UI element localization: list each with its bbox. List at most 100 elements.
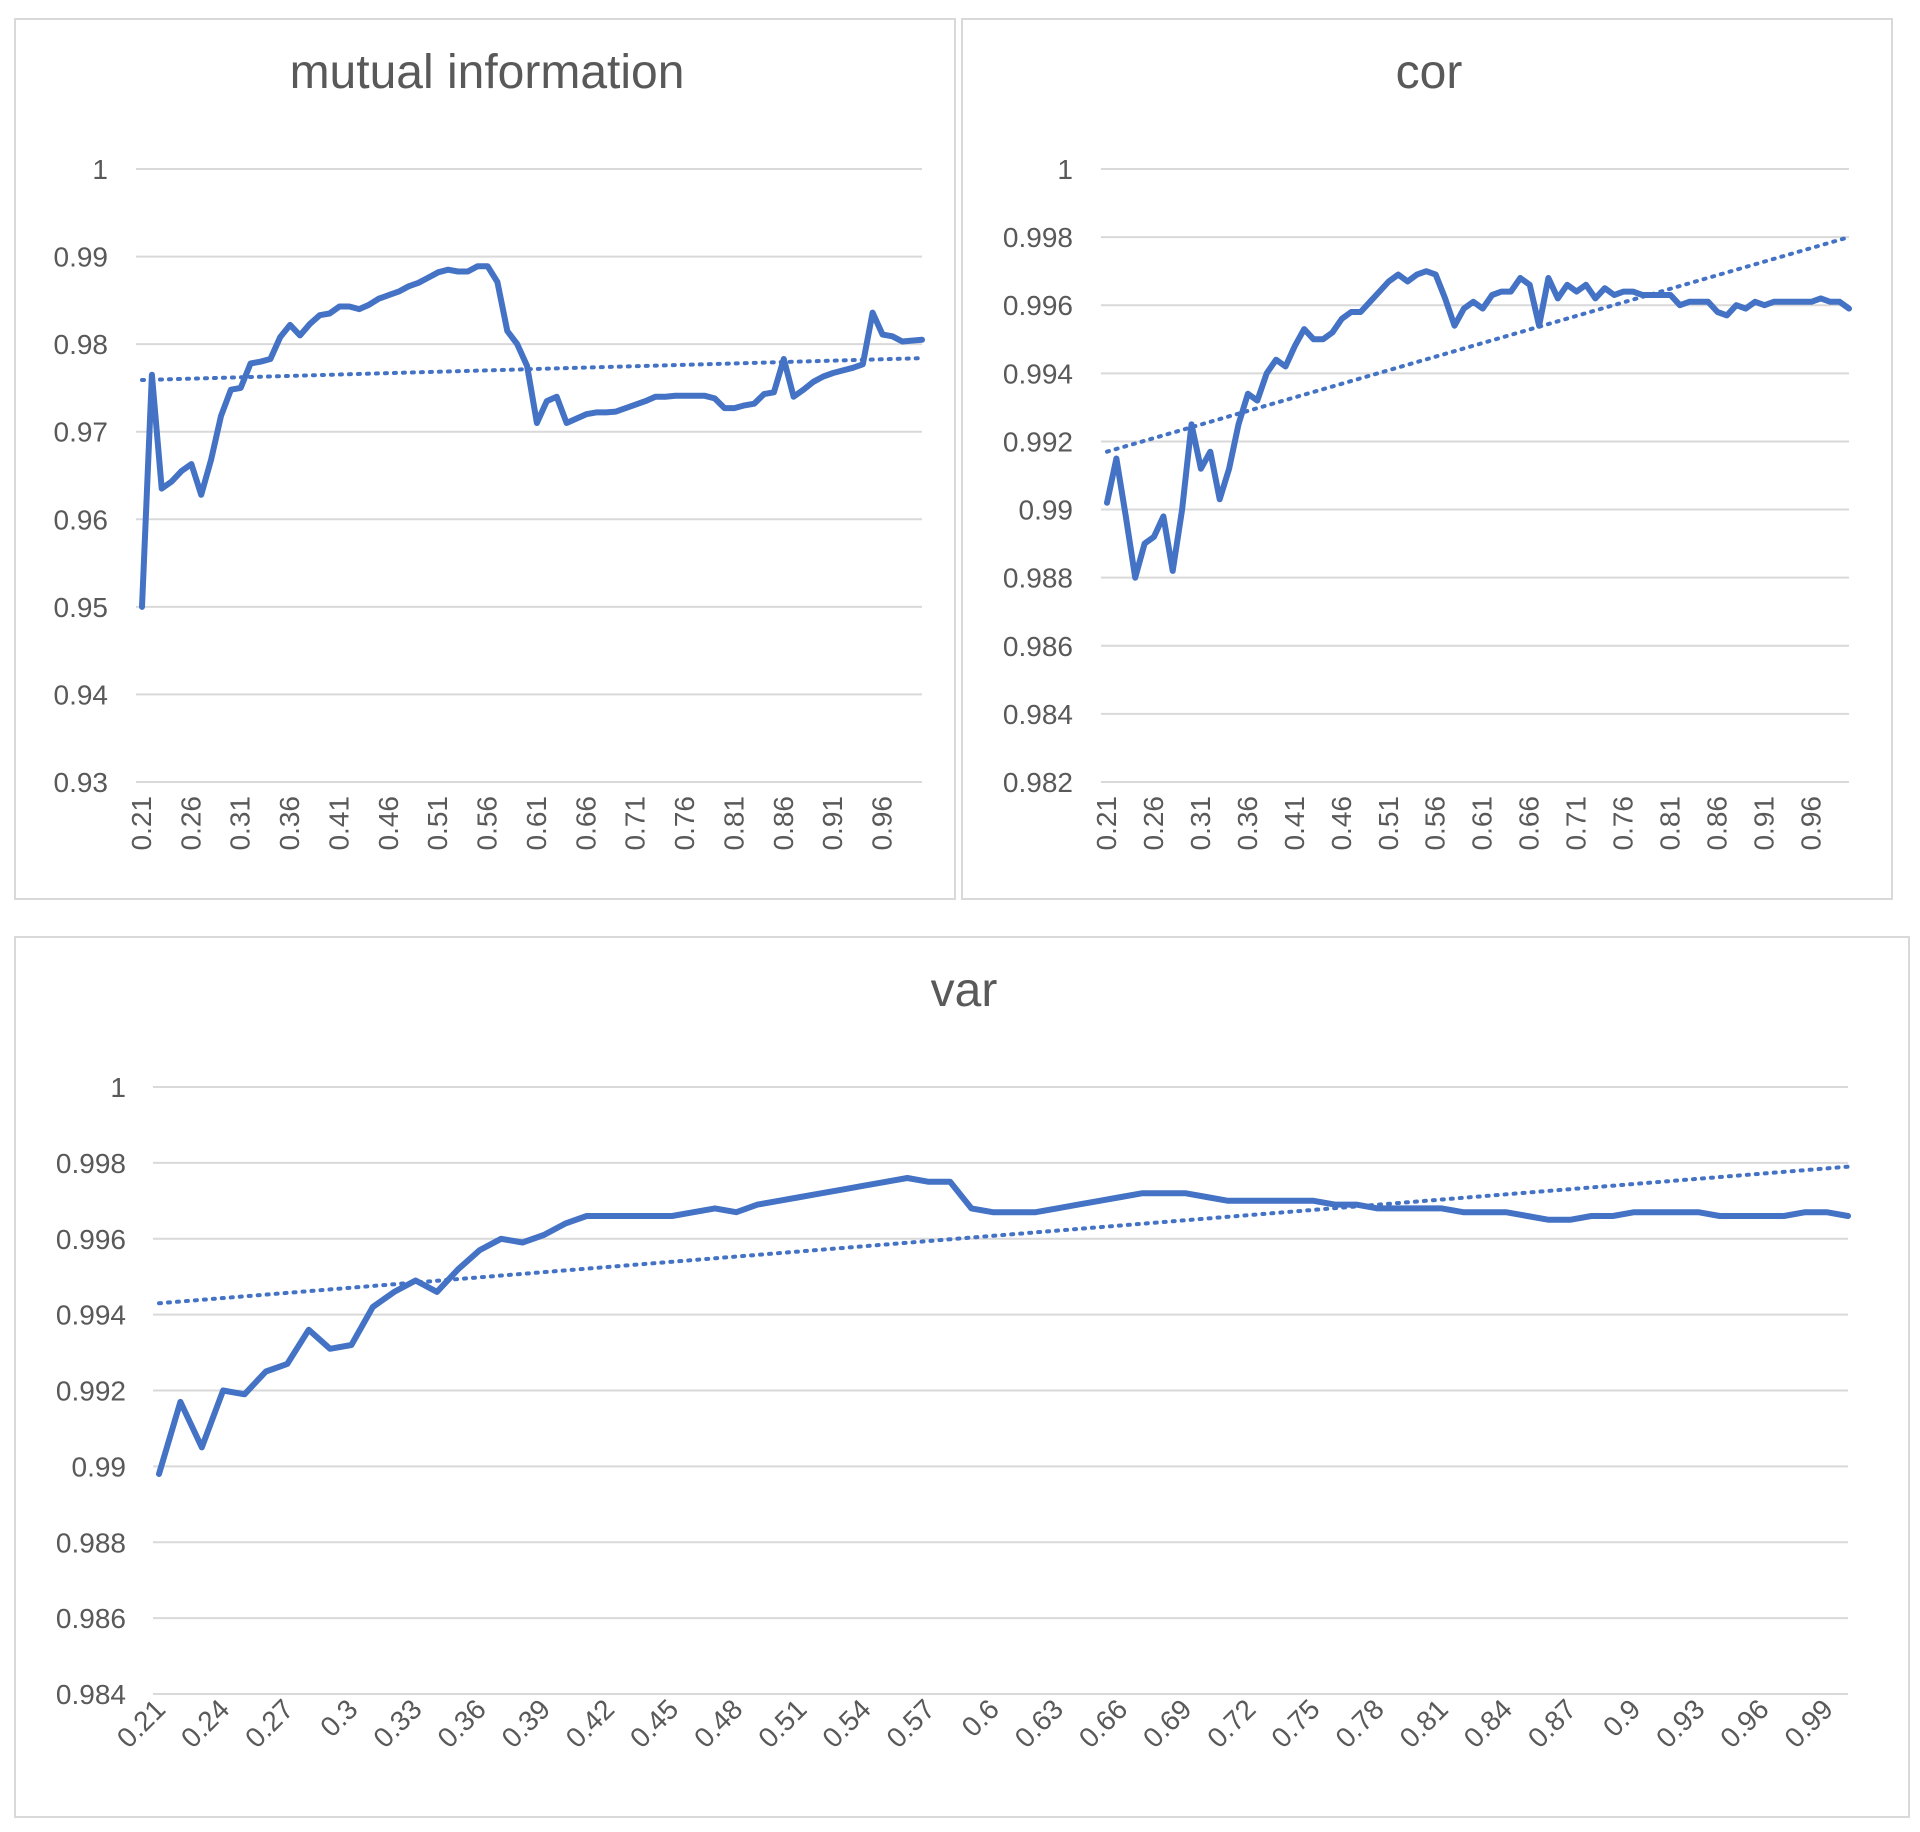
x-tick-label: 0.31 <box>225 796 256 851</box>
x-tick-label: 0.61 <box>1467 796 1498 851</box>
y-tick-label: 0.986 <box>56 1603 126 1634</box>
y-tick-label: 0.998 <box>56 1148 126 1179</box>
trendline <box>140 356 924 383</box>
x-tick-label: 0.39 <box>496 1693 556 1753</box>
x-tick-label: 0.71 <box>1561 796 1592 851</box>
x-tick-label: 0.21 <box>126 796 157 851</box>
x-tick-label: 0.26 <box>1138 796 1169 851</box>
series-line <box>1104 268 1852 581</box>
y-tick-label: 0.98 <box>54 329 109 360</box>
x-tick-label: 0.27 <box>239 1693 299 1753</box>
y-tick-label: 0.97 <box>54 417 109 448</box>
x-tick-label: 0.36 <box>1232 796 1263 851</box>
x-tick-label: 0.71 <box>620 796 651 851</box>
cor-chart: cor 1 0.998 0.996 0.994 0.992 0.99 0.988 0.986 0… <box>1003 46 1852 851</box>
x-tick-label: 0.3 <box>314 1693 363 1742</box>
y-tick-label: 0.94 <box>54 679 109 710</box>
x-tick-label: 0.56 <box>1420 796 1451 851</box>
y-tick-label: 0.988 <box>1003 563 1073 594</box>
y-tick-label: 0.982 <box>1003 767 1073 798</box>
x-tick-label: 0.66 <box>1073 1693 1133 1753</box>
y-tick-label: 0.994 <box>1003 358 1073 389</box>
x-tick-label: 0.31 <box>1185 796 1216 851</box>
x-tick-label: 0.78 <box>1329 1693 1389 1753</box>
x-tick-label: 0.45 <box>624 1693 684 1753</box>
x-tick-label: 0.54 <box>816 1693 876 1753</box>
x-tick-label: 0.61 <box>521 796 552 851</box>
x-tick-label: 0.75 <box>1265 1693 1325 1753</box>
y-tick-label: 0.996 <box>1003 290 1073 321</box>
chart-title: mutual information <box>290 46 685 99</box>
x-tick-label: 0.86 <box>1702 796 1733 851</box>
trendline <box>1105 235 1851 454</box>
x-tick-label: 0.81 <box>718 796 749 851</box>
x-tick-label: 0.69 <box>1137 1693 1197 1753</box>
series-line <box>156 1175 1851 1477</box>
x-tick-label: 0.96 <box>1795 796 1826 851</box>
x-tick-label: 0.96 <box>1714 1693 1774 1753</box>
x-tick-label: 0.91 <box>817 796 848 851</box>
x-tick-label: 0.66 <box>1514 796 1545 851</box>
chart-panel-mutual-information: mutual information 1 0.99 0.98 0.97 0.96 0.95… <box>14 18 956 900</box>
x-tick-label: 0.91 <box>1748 796 1779 851</box>
x-tick-label: 0.86 <box>768 796 799 851</box>
x-tick-label: 0.99 <box>1778 1693 1838 1753</box>
x-tick-label: 0.81 <box>1655 796 1686 851</box>
y-tick-label: 0.996 <box>56 1224 126 1255</box>
mutual-information-chart: mutual information 1 0.99 0.98 0.97 0.96 0.95… <box>54 46 925 851</box>
x-tick-label: 0.6 <box>956 1693 1005 1742</box>
x-tick-label: 0.72 <box>1201 1693 1261 1753</box>
y-tick-label: 0.99 <box>1019 495 1074 526</box>
x-tick-label: 0.76 <box>669 796 700 851</box>
x-tick-label: 0.36 <box>274 796 305 851</box>
chart-panel-cor: cor 1 0.998 0.996 0.994 0.992 0.99 0.988 0.986 0… <box>961 18 1893 900</box>
x-tick-label: 0.41 <box>323 796 354 851</box>
x-tick-label: 0.56 <box>472 796 503 851</box>
y-tick-label: 0.99 <box>72 1451 127 1482</box>
var-chart: var 1 0.998 0.996 0.994 0.992 0.99 0.988 0.986 0… <box>56 964 1851 1754</box>
x-tick-label: 0.26 <box>175 796 206 851</box>
y-tick-label: 1 <box>110 1072 126 1103</box>
x-tick-label: 0.9 <box>1597 1693 1646 1742</box>
x-tick-label: 0.51 <box>422 796 453 851</box>
chart-panel-var: var 1 0.998 0.996 0.994 0.992 0.99 0.988 0.986 0… <box>14 936 1910 1818</box>
x-tick-label: 0.87 <box>1522 1693 1582 1753</box>
x-tick-label: 0.36 <box>431 1693 491 1753</box>
x-tick-label: 0.41 <box>1279 796 1310 851</box>
y-tick-label: 1 <box>92 154 108 185</box>
x-tick-label: 0.51 <box>752 1693 812 1753</box>
chart-title: cor <box>1396 46 1463 99</box>
x-tick-label: 0.46 <box>373 796 404 851</box>
gridlines <box>136 168 922 783</box>
chart-title: var <box>931 964 998 1017</box>
series-line <box>139 263 925 610</box>
x-tick-label: 0.57 <box>880 1693 940 1753</box>
y-tick-label: 0.992 <box>56 1376 126 1407</box>
x-tick-label: 0.42 <box>560 1693 620 1753</box>
y-tick-label: 0.998 <box>1003 222 1073 253</box>
y-tick-label: 0.984 <box>1003 699 1073 730</box>
trendline <box>157 1164 1850 1306</box>
x-tick-label: 0.24 <box>175 1693 235 1753</box>
x-tick-label: 0.66 <box>570 796 601 851</box>
y-tick-label: 0.96 <box>54 504 109 535</box>
x-tick-label: 0.96 <box>867 796 898 851</box>
x-tick-label: 0.46 <box>1326 796 1357 851</box>
x-tick-label: 0.93 <box>1650 1693 1710 1753</box>
y-tick-label: 0.988 <box>56 1527 126 1558</box>
x-tick-label: 0.21 <box>1091 796 1122 851</box>
y-tick-label: 1 <box>1057 154 1073 185</box>
x-tick-label: 0.51 <box>1373 796 1404 851</box>
y-tick-label: 0.99 <box>54 242 109 273</box>
x-tick-label: 0.81 <box>1394 1693 1454 1753</box>
y-tick-label: 0.992 <box>1003 426 1073 457</box>
x-tick-label: 0.63 <box>1009 1693 1069 1753</box>
y-tick-label: 0.93 <box>54 767 109 798</box>
gridlines <box>153 1086 1848 1695</box>
x-tick-label: 0.48 <box>688 1693 748 1753</box>
x-tick-label: 0.84 <box>1458 1693 1518 1753</box>
x-tick-label: 0.33 <box>367 1693 427 1753</box>
x-tick-label: 0.76 <box>1608 796 1639 851</box>
y-tick-label: 0.984 <box>56 1679 126 1710</box>
y-tick-label: 0.994 <box>56 1300 126 1331</box>
